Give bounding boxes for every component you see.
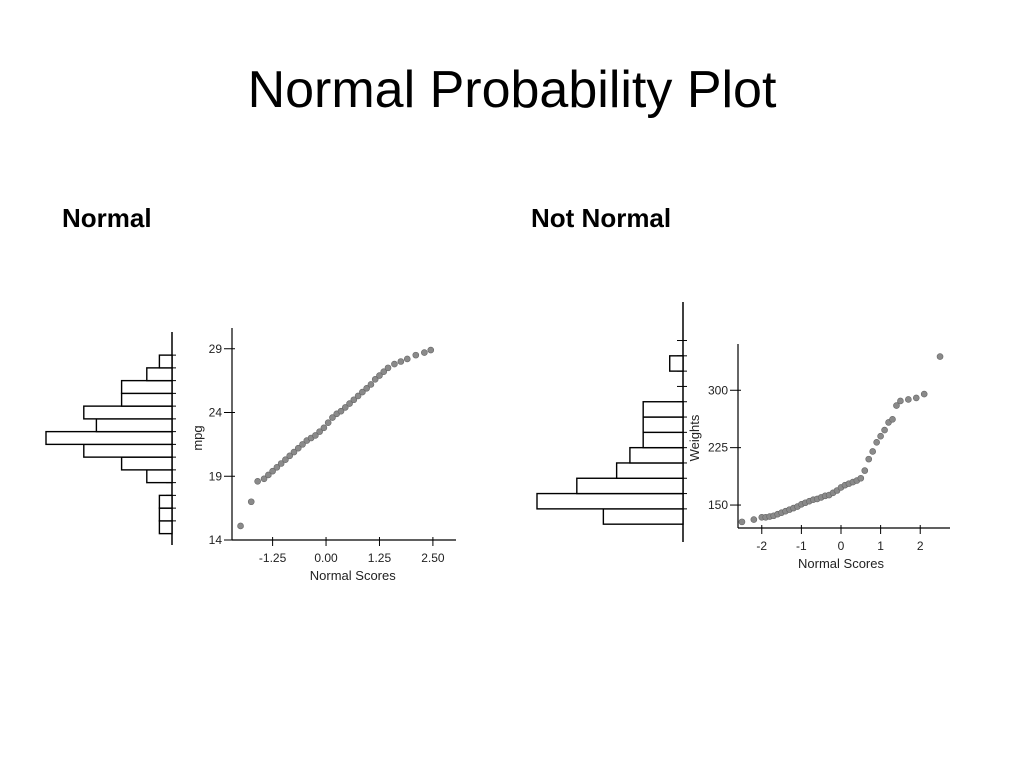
slide-title: Normal Probability Plot bbox=[247, 61, 777, 119]
not-normal-data-point bbox=[936, 353, 944, 360]
not-normal-histogram-bar bbox=[576, 477, 684, 495]
normal-y-tick-label: 24 bbox=[209, 406, 223, 420]
normal-y-axis-title: mpg bbox=[190, 425, 205, 450]
normal-data-point bbox=[329, 414, 336, 421]
normal-histogram-bar bbox=[158, 354, 173, 369]
not-normal-histogram-bar bbox=[536, 492, 684, 510]
heading-not-normal: Not Normal bbox=[531, 203, 672, 233]
normal-data-point bbox=[421, 349, 428, 356]
normal-plot-panel: 14 19 24 29 -1.25 0.00 1.25 2.50 Normal Scores mp… bbox=[45, 328, 456, 583]
normal-data-point bbox=[350, 396, 358, 404]
not-normal-histogram-bar bbox=[642, 431, 684, 449]
normal-x-tick-label: 2.50 bbox=[421, 551, 445, 565]
normal-data-point bbox=[273, 464, 281, 471]
normal-histogram-bar bbox=[95, 418, 173, 433]
normal-data-point bbox=[376, 372, 383, 379]
normal-data-point bbox=[371, 376, 379, 383]
not-normal-data-point bbox=[865, 455, 873, 463]
normal-data-point bbox=[363, 384, 370, 392]
not-normal-histogram-bar bbox=[615, 462, 684, 479]
not-normal-x-tick-label: 0 bbox=[838, 539, 845, 553]
normal-y-tick-label: 14 bbox=[209, 533, 223, 547]
normal-x-tick-label: 0.00 bbox=[314, 551, 338, 565]
normal-data-point bbox=[427, 346, 435, 354]
normal-data-point bbox=[290, 448, 298, 456]
not-normal-histogram-bar bbox=[629, 446, 684, 464]
normal-x-tick-label: -1.25 bbox=[259, 551, 287, 565]
not-normal-data-point bbox=[893, 402, 900, 409]
normal-data-point bbox=[312, 432, 319, 439]
normal-data-point bbox=[367, 381, 375, 388]
normal-data-point bbox=[403, 355, 411, 363]
normal-data-point bbox=[337, 407, 345, 415]
normal-data-point bbox=[324, 419, 332, 426]
not-normal-data-point bbox=[861, 467, 869, 474]
normal-data-point bbox=[265, 471, 272, 479]
not-normal-x-tick-label: -1 bbox=[796, 539, 807, 553]
not-normal-x-tick-label: -2 bbox=[756, 539, 767, 553]
normal-y-tick-label: 19 bbox=[209, 469, 223, 483]
not-normal-histogram-bar bbox=[669, 355, 684, 372]
normal-data-point bbox=[260, 475, 268, 483]
normal-data-point bbox=[359, 388, 366, 396]
normal-data-point bbox=[299, 441, 306, 448]
normal-y-tick-label: 29 bbox=[209, 342, 223, 356]
normal-histogram-bar bbox=[146, 367, 173, 382]
normal-histogram-bar bbox=[120, 392, 173, 407]
not-normal-data-point bbox=[873, 438, 880, 446]
normal-histogram-bar bbox=[158, 520, 173, 535]
not-normal-y-tick-label: 300 bbox=[708, 383, 728, 397]
not-normal-x-tick-label: 2 bbox=[917, 539, 924, 553]
normal-x-axis-title: Normal Scores bbox=[310, 568, 396, 583]
normal-data-point bbox=[247, 498, 255, 506]
normal-data-point bbox=[254, 478, 261, 485]
not-normal-data-point bbox=[920, 390, 928, 398]
normal-data-point bbox=[237, 522, 244, 530]
not-normal-data-point bbox=[889, 416, 896, 423]
not-normal-data-point bbox=[857, 474, 865, 482]
normal-data-point bbox=[412, 351, 420, 359]
not-normal-histogram-bar bbox=[602, 508, 684, 525]
normal-histogram-bar bbox=[120, 456, 173, 471]
not-normal-data-point bbox=[750, 516, 758, 523]
not-normal-data-point bbox=[738, 518, 746, 526]
not-normal-histogram-bar bbox=[642, 416, 684, 434]
normal-data-point bbox=[346, 400, 353, 407]
not-normal-data-point bbox=[912, 394, 920, 402]
normal-histogram-bar bbox=[158, 494, 173, 509]
not-normal-data-point bbox=[869, 448, 876, 455]
heading-normal: Normal bbox=[62, 203, 152, 233]
normal-x-tick-label: 1.25 bbox=[368, 551, 392, 565]
normal-data-point bbox=[354, 392, 362, 400]
not-normal-y-tick-label: 225 bbox=[708, 441, 728, 455]
not-normal-y-axis-title: Weights bbox=[687, 414, 702, 461]
normal-data-point bbox=[380, 368, 388, 375]
normal-data-point bbox=[316, 428, 323, 435]
not-normal-data-point bbox=[877, 432, 884, 440]
not-normal-x-tick-label: 1 bbox=[877, 539, 884, 553]
normal-data-point bbox=[286, 452, 294, 460]
not-normal-data-point bbox=[905, 396, 912, 403]
normal-histogram-bar bbox=[146, 469, 173, 484]
normal-data-point bbox=[391, 360, 398, 368]
normal-histogram-bar bbox=[83, 443, 173, 458]
normal-data-point bbox=[397, 358, 405, 365]
not-normal-x-axis-title: Normal Scores bbox=[798, 556, 884, 571]
normal-data-point bbox=[320, 424, 328, 432]
not-normal-data-point bbox=[897, 397, 904, 405]
normal-data-point bbox=[282, 456, 289, 463]
normal-data-point bbox=[277, 460, 285, 467]
normal-histogram-bar bbox=[83, 405, 173, 420]
not-normal-histogram-bar bbox=[642, 401, 684, 418]
normal-data-point bbox=[341, 404, 349, 411]
normal-histogram-bar bbox=[45, 430, 173, 446]
normal-histogram-bar bbox=[120, 379, 173, 395]
not-normal-plot-panel: 150 225 300 -2 -1 0 1 2 Normal Scores Weights bbox=[536, 302, 950, 571]
normal-data-point bbox=[294, 444, 302, 452]
not-normal-y-tick-label: 150 bbox=[708, 498, 728, 512]
normal-data-point bbox=[384, 364, 392, 372]
not-normal-data-point bbox=[881, 426, 888, 434]
normal-histogram-bar bbox=[158, 507, 173, 522]
normal-data-point bbox=[269, 467, 276, 475]
